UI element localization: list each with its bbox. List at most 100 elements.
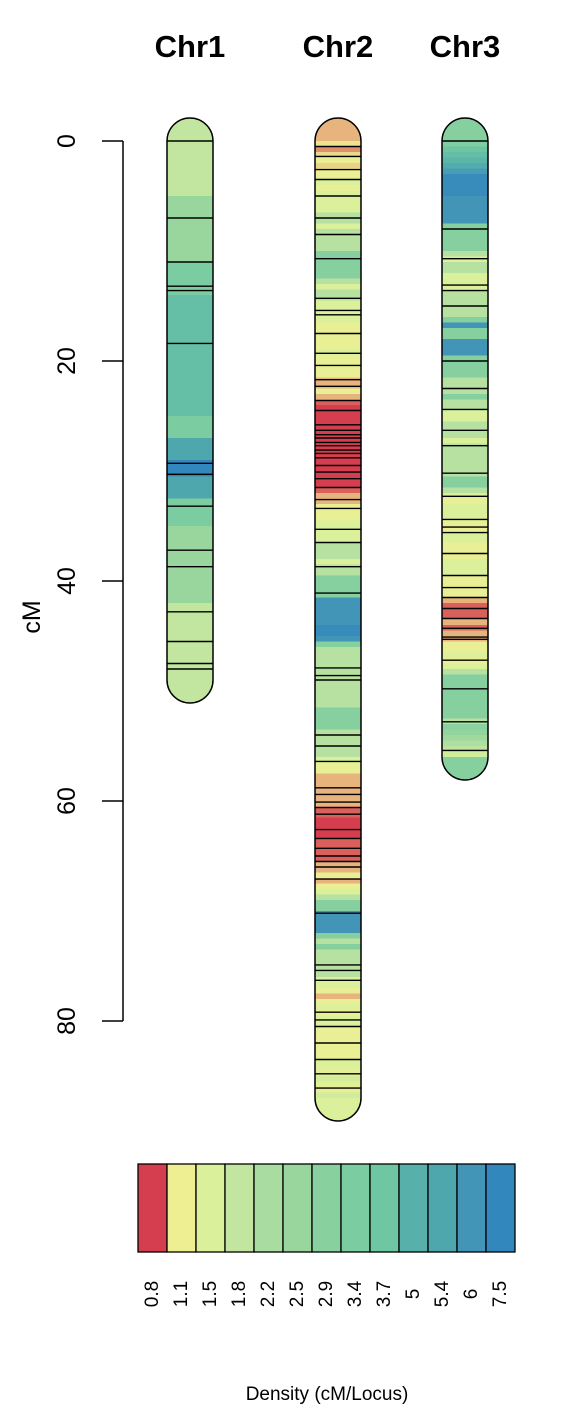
density-band [315, 603, 361, 610]
density-band [315, 773, 361, 780]
density-band [315, 531, 361, 538]
legend-swatch [340, 1163, 371, 1253]
chromosome-outline [166, 117, 214, 704]
density-band [315, 911, 361, 918]
density-band [315, 394, 361, 401]
density-band [442, 438, 488, 445]
density-band [315, 438, 361, 445]
density-band [442, 421, 488, 428]
density-band [315, 652, 361, 659]
density-band [442, 520, 488, 527]
density-band [442, 207, 488, 214]
density-band [315, 361, 361, 368]
density-band [315, 949, 361, 956]
density-band [442, 344, 488, 351]
cap-top-fill [315, 118, 361, 141]
density-band [315, 581, 361, 588]
density-band [315, 564, 361, 571]
density-band [315, 509, 361, 516]
density-band [442, 328, 488, 335]
density-band [315, 223, 361, 230]
density-band [315, 625, 361, 632]
density-band [315, 894, 361, 901]
density-band [315, 729, 361, 736]
density-band [442, 603, 488, 610]
cap-bottom-fill [315, 1098, 361, 1121]
density-band [315, 905, 361, 912]
density-band [315, 278, 361, 285]
density-band [442, 394, 488, 401]
density-band [315, 658, 361, 665]
density-band [315, 1004, 361, 1011]
y-tick-label-60: 60 [53, 787, 81, 815]
density-band [442, 515, 488, 522]
legend-label: 7.5 [490, 1281, 511, 1307]
density-band [315, 179, 361, 186]
density-band [315, 289, 361, 296]
density-band [167, 141, 213, 197]
density-band [315, 944, 361, 951]
density-band [315, 867, 361, 874]
density-band [315, 229, 361, 236]
density-band [315, 201, 361, 208]
density-band [315, 388, 361, 395]
density-band [315, 801, 361, 808]
density-band [315, 405, 361, 412]
chromosome-chr2: Chr2 [303, 29, 373, 1122]
density-band [442, 322, 488, 329]
density-band [167, 295, 213, 417]
y-tick-label-0: 0 [53, 134, 81, 148]
legend-swatch [427, 1163, 458, 1253]
legend-swatch [398, 1163, 429, 1253]
density-band [442, 564, 488, 571]
density-band [442, 267, 488, 274]
density-band [315, 317, 361, 324]
density-band [442, 141, 488, 148]
legend-label: 6 [461, 1289, 482, 1300]
density-band [442, 526, 488, 533]
density-band [442, 289, 488, 296]
density-band [442, 284, 488, 291]
legend-swatch [253, 1163, 284, 1253]
density-band [315, 817, 361, 824]
density-band [315, 212, 361, 219]
density-band [315, 922, 361, 929]
density-band [442, 570, 488, 577]
density-band [442, 383, 488, 390]
density-band [315, 344, 361, 351]
density-band [442, 251, 488, 258]
density-band [167, 498, 213, 527]
density-band [315, 955, 361, 962]
density-band [442, 707, 488, 714]
density-band [315, 663, 361, 670]
density-band [315, 757, 361, 764]
density-bands [442, 118, 488, 780]
density-band [442, 377, 488, 384]
density-band [315, 718, 361, 725]
density-band [315, 762, 361, 769]
cap-bottom-fill [167, 680, 213, 703]
density-band [442, 647, 488, 654]
density-band [442, 196, 488, 203]
density-band [315, 487, 361, 494]
density-band [315, 795, 361, 802]
density-band [315, 1048, 361, 1055]
density-band [315, 608, 361, 615]
density-band [442, 366, 488, 373]
density-band [442, 218, 488, 225]
density-band [315, 614, 361, 621]
density-band [315, 377, 361, 384]
density-band [315, 196, 361, 203]
density-band [315, 1087, 361, 1094]
density-band [315, 861, 361, 868]
density-band [315, 1054, 361, 1061]
chromosome-title-chr3: Chr3 [430, 29, 501, 64]
density-band [167, 460, 213, 478]
density-band [442, 273, 488, 280]
density-band [315, 251, 361, 258]
legend-swatch [456, 1163, 487, 1253]
y-tick-label-80: 80 [53, 1007, 81, 1035]
density-band [315, 1092, 361, 1099]
density-band [442, 559, 488, 566]
density-band [315, 168, 361, 175]
